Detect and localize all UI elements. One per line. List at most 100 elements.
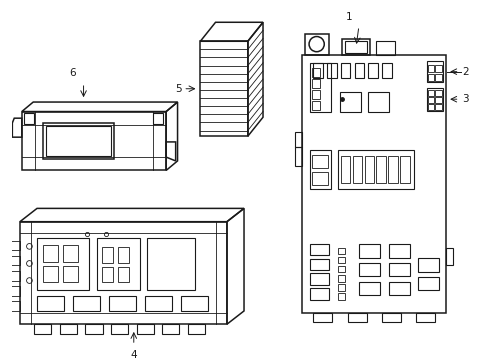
Bar xyxy=(364,156,373,183)
Bar xyxy=(153,113,163,124)
Bar xyxy=(381,313,400,322)
Bar xyxy=(10,241,20,250)
Bar xyxy=(417,258,438,271)
Bar xyxy=(340,63,350,78)
Bar xyxy=(337,257,344,264)
Bar xyxy=(427,90,433,96)
Bar xyxy=(427,97,433,103)
Bar xyxy=(341,39,369,55)
Bar xyxy=(434,104,441,110)
Bar xyxy=(382,63,391,78)
Bar xyxy=(22,112,166,170)
Bar xyxy=(10,286,20,296)
Bar xyxy=(417,277,438,290)
Bar xyxy=(312,68,319,77)
Bar xyxy=(309,274,328,285)
Bar xyxy=(399,156,409,183)
Bar xyxy=(352,156,362,183)
Bar xyxy=(181,296,207,311)
Bar xyxy=(427,64,433,72)
Bar xyxy=(111,324,128,334)
Bar xyxy=(45,126,111,156)
Bar xyxy=(312,90,319,99)
Bar xyxy=(10,271,20,280)
Bar xyxy=(109,296,136,311)
Bar xyxy=(427,73,433,81)
Bar xyxy=(34,324,51,334)
Bar xyxy=(24,113,34,124)
Bar xyxy=(42,266,58,283)
Bar xyxy=(339,91,360,112)
Bar xyxy=(118,247,129,262)
Bar xyxy=(118,267,129,283)
Bar xyxy=(312,79,319,88)
Bar xyxy=(337,266,344,273)
Bar xyxy=(10,256,20,265)
Bar xyxy=(312,172,327,185)
Bar xyxy=(62,266,78,283)
Bar xyxy=(337,284,344,291)
Bar xyxy=(367,91,388,112)
Bar xyxy=(37,238,89,290)
Bar xyxy=(434,73,441,81)
Bar xyxy=(427,88,443,111)
Bar xyxy=(312,101,319,110)
Bar xyxy=(434,64,441,72)
Bar xyxy=(145,296,171,311)
Bar xyxy=(375,41,394,55)
Bar xyxy=(358,282,379,295)
Bar xyxy=(313,63,322,78)
Bar xyxy=(387,156,397,183)
Text: 6: 6 xyxy=(69,68,76,78)
Bar xyxy=(73,296,100,311)
Bar xyxy=(309,259,328,270)
Bar xyxy=(367,63,377,78)
Bar xyxy=(388,244,409,258)
Text: 2: 2 xyxy=(462,67,468,77)
Bar xyxy=(434,97,441,103)
Bar xyxy=(301,55,446,313)
Bar xyxy=(340,156,350,183)
Bar xyxy=(102,267,113,283)
Text: 4: 4 xyxy=(130,350,137,360)
Bar xyxy=(326,63,336,78)
Bar xyxy=(337,275,344,282)
Bar xyxy=(62,246,78,262)
Bar xyxy=(312,155,327,167)
Bar xyxy=(42,123,114,159)
Bar xyxy=(97,238,139,290)
Bar xyxy=(337,248,344,255)
Bar xyxy=(162,324,179,334)
Bar xyxy=(434,90,441,96)
Bar xyxy=(200,41,247,136)
Bar xyxy=(102,247,113,262)
Bar xyxy=(337,293,344,300)
Bar xyxy=(354,63,364,78)
Text: 5: 5 xyxy=(174,84,181,94)
Text: 3: 3 xyxy=(462,94,468,104)
Bar xyxy=(137,324,154,334)
Bar xyxy=(10,301,20,311)
Text: 1: 1 xyxy=(346,12,352,22)
Bar xyxy=(415,313,434,322)
Bar xyxy=(304,34,328,55)
Bar xyxy=(427,61,443,82)
Bar xyxy=(337,149,413,189)
Bar xyxy=(147,238,194,290)
Bar xyxy=(187,324,204,334)
Bar xyxy=(347,313,366,322)
Bar xyxy=(309,244,328,255)
Bar xyxy=(344,41,366,53)
Bar xyxy=(60,324,77,334)
Bar xyxy=(427,104,433,110)
Bar xyxy=(309,288,328,300)
Bar xyxy=(85,324,102,334)
Bar xyxy=(376,156,385,183)
Bar xyxy=(313,313,332,322)
Bar xyxy=(309,149,331,189)
Bar xyxy=(20,222,226,324)
Bar xyxy=(358,244,379,258)
Bar xyxy=(37,296,63,311)
Bar xyxy=(42,246,58,262)
Bar xyxy=(309,63,331,112)
